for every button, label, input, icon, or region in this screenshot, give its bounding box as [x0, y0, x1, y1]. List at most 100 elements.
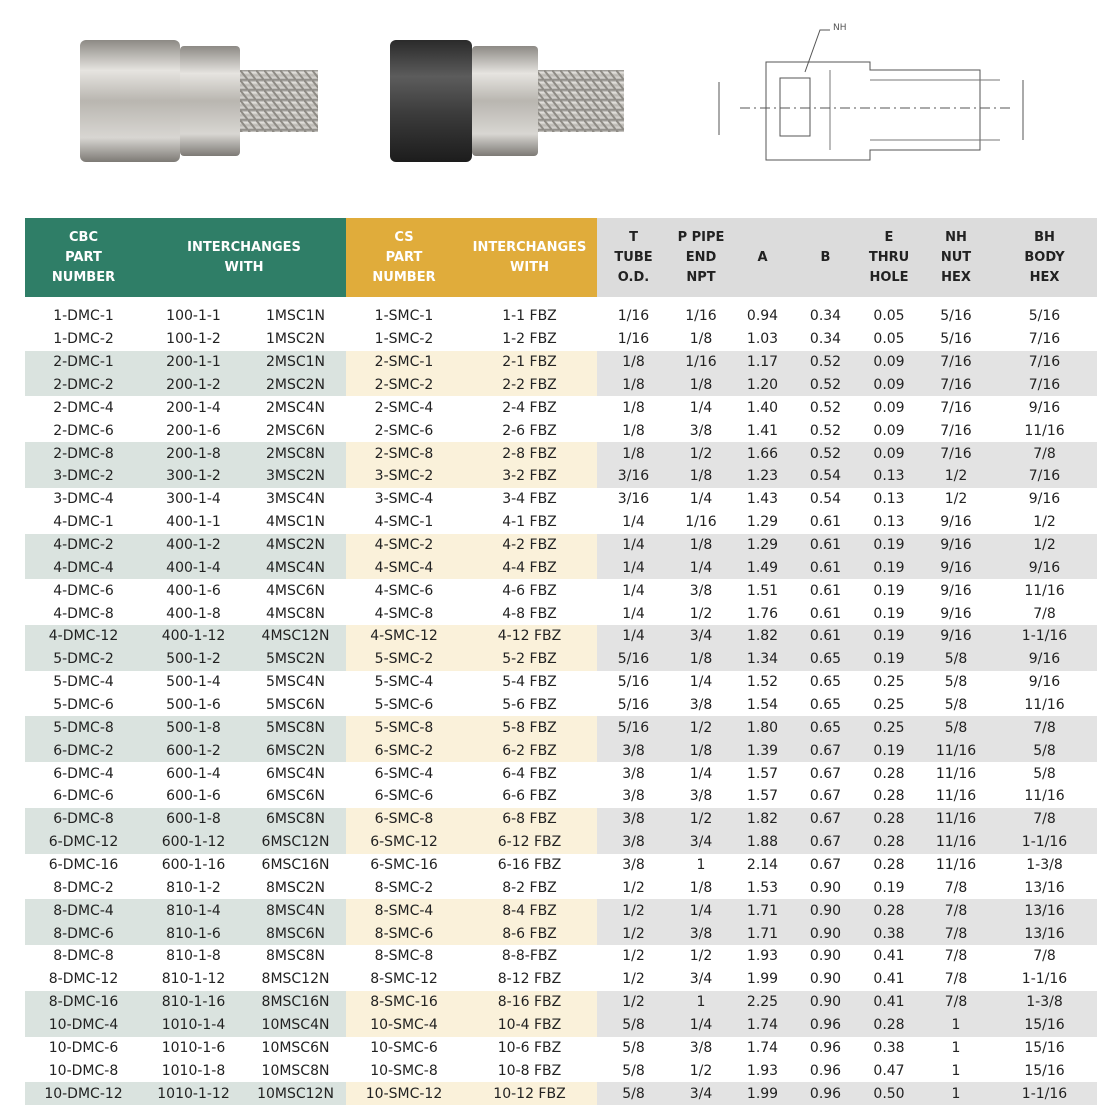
table-cell: 5-SMC-8 — [346, 716, 462, 740]
table-cell: 2MSC6N — [265, 422, 326, 439]
table-cell: 1/16 — [685, 514, 717, 531]
table-cell: 6-8 FBZ — [462, 807, 597, 831]
table-cell: 100-1-2 — [166, 331, 221, 348]
table-cell: 810-1-8 — [166, 948, 221, 965]
table-cell: 1/8 — [597, 350, 670, 374]
table-cell: 1/4 — [689, 674, 713, 691]
table-cell: 4-DMC-1 — [53, 514, 114, 531]
table-cell: 1MSC2N — [265, 331, 326, 348]
table-cell: 0.52 — [809, 422, 842, 439]
header-line: T — [629, 229, 638, 245]
table-row: 5-DMC-4 500-1-4 5MSC4N 5-SMC-4 5-4 FBZ 5/16 1/… — [25, 671, 1097, 694]
table-cell: 400-1-12 — [142, 625, 245, 648]
header-cell: INTERCHANGES WITH — [462, 218, 597, 297]
table-cell: 0.67 — [809, 857, 842, 874]
table-cell: 1/4 — [597, 625, 670, 648]
table-cell: 5-SMC-2 — [346, 647, 462, 671]
table-row: 2-DMC-1 200-1-1 2MSC1N 2-SMC-1 2-1 FBZ 1/8 1/1… — [25, 350, 1097, 374]
table-cell: 10-SMC-4 — [346, 1013, 462, 1037]
table-cell: 5/8 — [992, 739, 1097, 763]
table-row: 1-DMC-2 100-1-2 1MSC2N 1-SMC-2 1-2 FBZ 1/16 1/… — [25, 328, 1097, 351]
table-cell: 600-1-8 — [142, 807, 245, 831]
table-row: 8-DMC-16 810-1-16 8MSC16N 8-SMC-16 8-16 FBZ 1… — [25, 990, 1097, 1014]
table-cell: 1-DMC-2 — [53, 331, 114, 348]
table-cell: 7/8 — [1033, 948, 1056, 965]
parts-table: CBC PART NUMBER INTERCHANGES WITH CS PART NUMBE… — [25, 218, 1097, 1106]
table-cell: 1.03 — [746, 331, 779, 348]
table-cell: 1/8 — [597, 373, 670, 397]
table-cell: 6-4 FBZ — [502, 765, 557, 782]
table-cell: 0.52 — [793, 442, 858, 466]
header-line: O.D. — [617, 269, 650, 285]
table-cell: 3MSC4N — [265, 491, 326, 508]
table-cell: 0.52 — [793, 373, 858, 397]
table-cell: 200-1-8 — [142, 442, 245, 466]
section-drawing: NH — [718, 23, 1024, 161]
table-cell: 4MSC8N — [265, 605, 326, 622]
table-cell: 1.66 — [732, 442, 793, 466]
table-cell: 0.41 — [873, 971, 905, 988]
table-cell: 1-3/8 — [992, 990, 1097, 1014]
table-cell: 8-SMC-12 — [370, 971, 438, 988]
table-cell: 10-8 FBZ — [497, 1062, 562, 1079]
table-cell: 4-SMC-12 — [346, 625, 462, 648]
table-cell: 5/16 — [597, 716, 670, 740]
table-cell: 400-1-6 — [166, 582, 221, 599]
table-cell: 0.09 — [858, 442, 920, 466]
table-cell: 100-1-1 — [166, 308, 221, 325]
table-cell: 4-DMC-8 — [53, 605, 114, 622]
table-cell: 0.61 — [793, 556, 858, 580]
table-cell: 6-DMC-12 — [25, 830, 142, 854]
header-cell: BH BODY HEX — [992, 218, 1097, 297]
table-cell: 500-1-8 — [142, 716, 245, 740]
header-line: INTERCHANGES — [472, 239, 587, 255]
table-cell: 4MSC6N — [265, 582, 326, 599]
table-cell: 1 — [696, 857, 706, 874]
table-cell: 1/4 — [622, 605, 645, 622]
table-cell: 10-DMC-8 — [48, 1062, 119, 1079]
table-cell: 4-SMC-1 — [374, 514, 434, 531]
table-cell: 810-1-4 — [142, 899, 245, 923]
table-cell: 5/16 — [1028, 308, 1061, 325]
table-cell: 0.96 — [809, 1039, 842, 1056]
header-line: PART — [385, 249, 423, 265]
table-cell: 8-SMC-8 — [374, 948, 434, 965]
table-cell: 5-6 FBZ — [502, 697, 557, 714]
table-cell: 1-DMC-1 — [53, 308, 114, 325]
table-cell: 0.38 — [858, 922, 920, 946]
table-row: 8-DMC-4 810-1-4 8MSC4N 8-SMC-4 8-4 FBZ 1/2 1/4… — [25, 899, 1097, 923]
table-cell: 0.61 — [809, 582, 842, 599]
table-cell: 0.90 — [809, 971, 842, 988]
table-cell: 2-1 FBZ — [462, 350, 597, 374]
table-cell: 10-6 FBZ — [497, 1039, 562, 1056]
table-cell: 1/2 — [597, 990, 670, 1014]
table-cell: 8-SMC-16 — [346, 990, 462, 1014]
table-cell: 3-SMC-2 — [346, 465, 462, 488]
header-line: HEX — [1029, 269, 1060, 285]
table-cell: 7/8 — [992, 807, 1097, 831]
table-cell: 5-8 FBZ — [462, 716, 597, 740]
table-cell: 0.41 — [858, 990, 920, 1014]
table-cell: 0.47 — [873, 1062, 905, 1079]
table-cell: 5/16 — [617, 697, 650, 714]
header-line: HEX — [941, 269, 971, 285]
table-cell: 0.28 — [858, 1013, 920, 1037]
table-cell: 6-SMC-6 — [374, 788, 434, 805]
table-cell: 5/8 — [597, 1013, 670, 1037]
table-cell: 11/16 — [920, 807, 992, 831]
table-row: 8-DMC-8 810-1-8 8MSC8N 8-SMC-8 8-8-FBZ 1/2 1/2… — [25, 945, 1097, 968]
table-cell: 1.82 — [732, 625, 793, 648]
table-cell: 600-1-12 — [142, 830, 245, 854]
table-cell: 1/8 — [670, 647, 732, 671]
table-cell: 6-SMC-16 — [370, 857, 438, 874]
header-line: NUMBER — [372, 269, 436, 285]
table-cell: 1/2 — [670, 807, 732, 831]
table-cell: 3-DMC-2 — [25, 465, 142, 488]
table-cell: 10MSC8N — [261, 1062, 330, 1079]
table-cell: 8MSC8N — [265, 948, 326, 965]
table-cell: 4-DMC-4 — [25, 556, 142, 580]
table-cell: 1 — [951, 1039, 961, 1056]
table-cell: 8-SMC-4 — [346, 899, 462, 923]
table-cell: 5-SMC-6 — [374, 697, 434, 714]
table-cell: 11/16 — [1024, 582, 1065, 599]
